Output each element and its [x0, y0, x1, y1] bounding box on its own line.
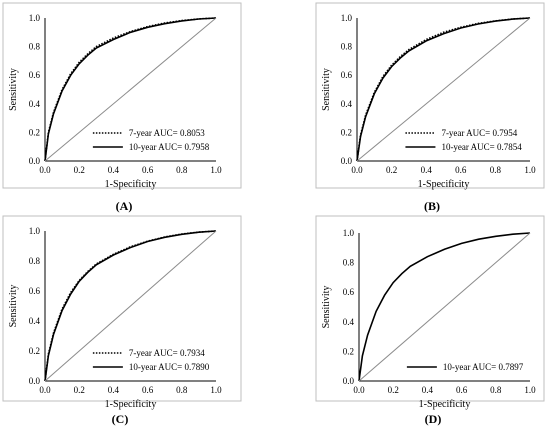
x-tick-label: 0.0 [351, 165, 363, 175]
y-tick-label: 0.8 [29, 256, 41, 266]
x-tick-label: 1.0 [210, 165, 222, 175]
y-tick-label: 0.4 [341, 99, 353, 109]
y-tick-label: 1.0 [29, 13, 41, 23]
panel-frame [2, 2, 242, 189]
panel-label: (B) [424, 199, 440, 213]
y-tick-label: 1.0 [29, 226, 41, 236]
x-tick-label: 1.0 [210, 385, 222, 395]
roc-panel-c: 0.0 0.2 0.4 0.6 0.8 1.0 0.0 0.2 0.4 0.6 0.8 1.0 1-Sp… [2, 215, 242, 410]
y-axis-title: Sensitivity [8, 285, 19, 328]
y-tick-label: 0.6 [29, 286, 41, 296]
roc-panel-a: 0.0 0.2 0.4 0.6 0.8 1.0 0.0 0.2 0.4 0.6 0.8 1.0 1-Sp… [2, 2, 242, 190]
y-tick-label: 0.4 [343, 317, 355, 327]
x-tick-label: 0.8 [176, 165, 188, 175]
y-tick-label: 0.0 [343, 376, 355, 386]
legend-label: 7-year AUC= 0.7954 [441, 128, 517, 138]
x-tick-label: 0.8 [490, 385, 502, 395]
x-tick-label: 0.6 [456, 385, 468, 395]
x-tick-label: 1.0 [524, 385, 536, 395]
reference-diagonal-line [358, 232, 531, 382]
x-tick-label: 0.4 [422, 385, 434, 395]
legend-label: 10-year AUC= 0.7958 [129, 142, 210, 152]
y-tick-label: 0.2 [341, 127, 352, 137]
legend-label: 10-year AUC= 0.7890 [129, 362, 210, 372]
y-tick-label: 0.0 [341, 156, 353, 166]
panel-label: (A) [116, 199, 133, 213]
x-axis-title: 1-Specificity [105, 179, 157, 190]
y-axis-title: Sensitivity [321, 286, 332, 329]
y-tick-label: 0.8 [343, 258, 355, 268]
x-tick-label: 0.8 [490, 165, 502, 175]
y-tick-label: 0.2 [29, 127, 40, 137]
x-tick-label: 0.2 [74, 385, 85, 395]
x-tick-label: 1.0 [524, 165, 536, 175]
y-tick-label: 0.2 [29, 346, 40, 356]
y-tick-label: 0.4 [29, 99, 41, 109]
y-tick-label: 0.8 [29, 42, 41, 52]
legend-label: 7-year AUC= 0.7934 [129, 348, 205, 358]
legend-label: 7-year AUC= 0.8053 [129, 128, 205, 138]
reference-diagonal-line [356, 17, 531, 162]
reference-diagonal-line [44, 17, 217, 162]
roc-curve-10-year [356, 17, 531, 162]
roc-curve-10-year [44, 230, 217, 382]
x-tick-label: 0.2 [74, 165, 85, 175]
y-tick-label: 0.4 [29, 316, 41, 326]
panel-frame [2, 215, 242, 402]
y-tick-label: 1.0 [343, 228, 355, 238]
roc-panel-d: 0.0 0.2 0.4 0.6 0.8 1.0 0.0 0.2 0.4 0.6 0.8 1.0 1-Sp… [315, 215, 545, 410]
roc-curve-10-year [358, 232, 531, 382]
legend-label: 10-year AUC= 0.7897 [443, 362, 524, 372]
x-tick-label: 0.4 [421, 165, 433, 175]
x-tick-label: 0.8 [176, 385, 188, 395]
x-tick-label: 0.6 [142, 165, 154, 175]
y-tick-label: 0.2 [343, 346, 354, 356]
x-tick-label: 0.0 [39, 385, 51, 395]
y-axis-title: Sensitivity [321, 68, 332, 111]
roc-panel-b: 0.0 0.2 0.4 0.6 0.8 1.0 0.0 0.2 0.4 0.6 0.8 1.0 1-Sp… [315, 2, 545, 190]
x-tick-label: 0.2 [386, 165, 397, 175]
y-tick-label: 1.0 [341, 13, 353, 23]
y-tick-label: 0.6 [341, 70, 353, 80]
panel-frame [315, 215, 545, 402]
x-tick-label: 0.2 [388, 385, 399, 395]
y-tick-label: 0.0 [29, 376, 41, 386]
y-tick-label: 0.8 [341, 42, 353, 52]
x-tick-label: 0.6 [455, 165, 467, 175]
roc-curve-10-year [44, 17, 217, 162]
y-axis-title: Sensitivity [8, 68, 19, 111]
x-tick-label: 0.6 [142, 385, 154, 395]
y-tick-label: 0.0 [29, 156, 41, 166]
legend-label: 10-year AUC= 0.7854 [441, 142, 522, 152]
x-axis-title: 1-Specificity [418, 179, 470, 190]
panel-frame [315, 2, 545, 189]
x-axis-title: 1-Specificity [419, 399, 471, 410]
x-tick-label: 0.0 [353, 385, 365, 395]
panel-label: (D) [425, 412, 442, 426]
x-tick-label: 0.0 [39, 165, 51, 175]
x-tick-label: 0.4 [108, 385, 120, 395]
reference-diagonal-line [44, 230, 217, 382]
y-tick-label: 0.6 [29, 70, 41, 80]
x-axis-title: 1-Specificity [105, 399, 157, 410]
panel-label: (C) [112, 412, 129, 426]
x-tick-label: 0.4 [108, 165, 120, 175]
y-tick-label: 0.6 [343, 287, 355, 297]
